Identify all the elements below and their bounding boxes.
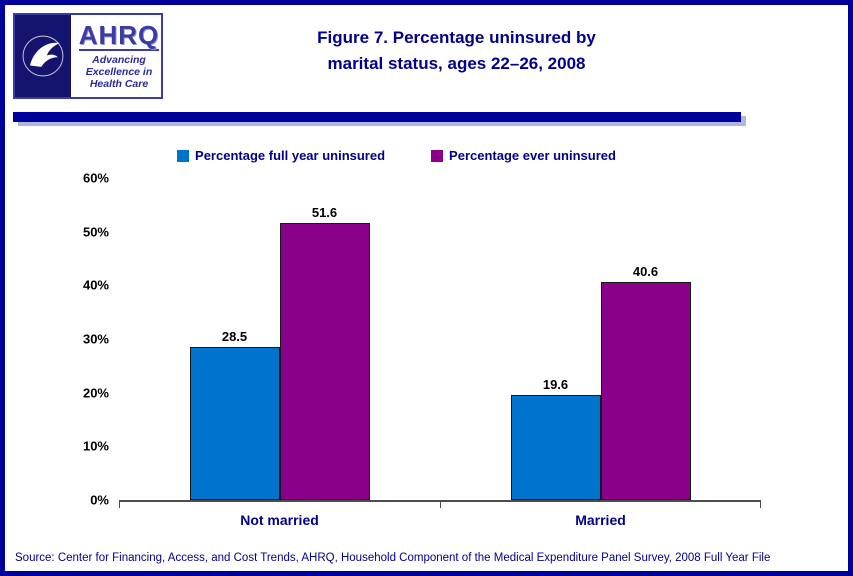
bar-value-label: 28.5: [221, 329, 248, 345]
bar-married-series-0: [510, 394, 601, 500]
y-tick-label: 30%: [82, 331, 109, 347]
hhs-seal-icon: [15, 15, 71, 97]
source-note: Source: Center for Financing, Access, an…: [15, 552, 771, 564]
bar-married-series-1: [600, 282, 691, 500]
x-axis-tick: [760, 502, 761, 508]
y-tick-label: 20%: [82, 385, 109, 401]
x-axis-tick: [119, 502, 120, 508]
bar-chart: 0% 10% 20% 30% 40% 50% 60% 28.5 51.6 19.6 40.6 No…: [55, 171, 761, 528]
bar-cell: 19.6: [510, 178, 601, 500]
x-axis-tick: [440, 502, 441, 508]
legend-swatch-icon: [177, 149, 190, 162]
chart-title: Figure 7. Percentage uninsured by marita…: [175, 25, 738, 78]
y-tick-label: 0%: [90, 492, 109, 508]
x-axis-labels: Not married Married: [119, 512, 761, 528]
ahrq-logo: AHRQ Advancing Excellence in Health Care: [13, 13, 163, 99]
bar-value-label: 51.6: [311, 205, 338, 221]
legend-label: Percentage ever uninsured: [449, 148, 616, 163]
header-rule: [13, 112, 741, 122]
bar-cell: 28.5: [189, 178, 280, 500]
category-label: Married: [575, 512, 626, 528]
ahrq-wordmark: AHRQ: [78, 19, 160, 52]
y-tick-label: 50%: [82, 224, 109, 240]
bar-cell: 40.6: [600, 178, 691, 500]
chart-title-line2: marital status, ages 22–26, 2008: [327, 54, 586, 74]
plot-area: 28.5 51.6 19.6 40.6 Not married Married: [119, 178, 761, 528]
y-tick-label: 40%: [82, 277, 109, 293]
y-tick-label: 10%: [82, 438, 109, 454]
legend-item: Percentage ever uninsured: [431, 148, 616, 163]
y-tick-label: 60%: [82, 170, 109, 186]
bar-not-married-series-1: [279, 223, 370, 500]
bar-not-married-series-0: [189, 347, 280, 500]
legend-swatch-icon: [431, 149, 444, 162]
bar-cell: 51.6: [279, 178, 370, 500]
bar-group-married: 19.6 40.6: [510, 178, 691, 500]
bar-group-not-married: 28.5 51.6: [189, 178, 370, 500]
ahrq-tagline: Advancing Excellence in Health Care: [85, 54, 153, 91]
bar-value-label: 40.6: [632, 264, 659, 280]
legend-item: Percentage full year uninsured: [177, 148, 385, 163]
legend: Percentage full year uninsured Percentage…: [5, 148, 788, 163]
bar-value-label: 19.6: [542, 376, 569, 392]
y-axis: 0% 10% 20% 30% 40% 50% 60%: [55, 171, 113, 508]
plot: 28.5 51.6 19.6 40.6: [119, 178, 761, 502]
chart-title-line1: Figure 7. Percentage uninsured by: [317, 28, 596, 47]
category-label: Not married: [240, 512, 319, 528]
legend-label: Percentage full year uninsured: [195, 148, 386, 163]
ahrq-logo-text: AHRQ Advancing Excellence in Health Care: [71, 15, 167, 97]
